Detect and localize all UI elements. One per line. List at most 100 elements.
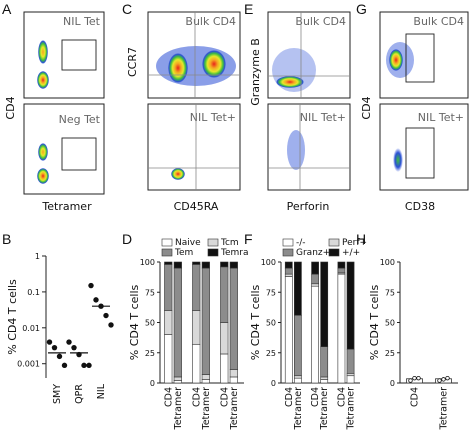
chart-f-legend-swatch <box>328 248 340 257</box>
panel-letter-f: F <box>244 231 253 247</box>
panel-letter-d: D <box>122 231 132 247</box>
flow-a-bottom-title: Neg Tet <box>59 113 101 126</box>
chart-d-bar-segment <box>220 322 229 355</box>
chart-b-point <box>108 322 114 328</box>
chart-d-bar-segment <box>173 267 182 378</box>
flow-a-top-blob-upper <box>38 40 48 64</box>
flow-a-top-gate <box>61 39 97 71</box>
chart-d-category-label: Tetramer <box>229 387 240 431</box>
panel-letter-h: H <box>356 231 366 247</box>
flow-a-ylabel: CD4 <box>4 96 17 119</box>
chart-d-bar-segment <box>164 310 173 335</box>
chart-d-bar-segment <box>201 267 210 375</box>
chart-b-category-label: NIL <box>96 383 107 399</box>
chart-b-y-tick-label: 0.01 <box>22 324 40 333</box>
chart-d-bar-segment <box>192 261 201 265</box>
flow-g-top-gate <box>405 33 435 83</box>
chart-f-bar-segment <box>320 379 329 384</box>
chart-f-category-label: CD4 <box>336 387 347 407</box>
chart-d-bar-segment <box>229 376 238 384</box>
chart-b-point <box>81 362 87 369</box>
flow-g-ylabel: CD4 <box>360 96 373 119</box>
chart-b-point <box>71 344 77 351</box>
flow-g-bottom-frame <box>379 103 469 191</box>
flow-e-bottom-frame <box>267 103 351 191</box>
chart-f-bar-segment <box>294 261 302 316</box>
chart-b-point <box>86 362 92 369</box>
chart-f-legend-swatch <box>282 248 294 257</box>
chart-f-legend-label: Perf+ <box>342 238 367 248</box>
flow-e-top-frame <box>267 11 351 99</box>
flow-c-top-blob-right <box>202 50 226 78</box>
flow-g-bottom-gate <box>405 127 435 179</box>
chart-f-bar-segment <box>337 267 346 274</box>
chart-b-point <box>61 362 68 369</box>
chart-b-y-tick-label: 1 <box>35 252 40 261</box>
chart-f-category-label: Tetramer <box>319 387 330 431</box>
chart-h-category-label: CD4 <box>410 387 421 407</box>
chart-d-bar-segment <box>201 374 210 380</box>
chart-d-legend-label: Temra <box>220 248 249 258</box>
panel-letter-b: B <box>2 231 11 247</box>
chart-f-y-tick-label: 0 <box>271 379 276 388</box>
flow-a-top-blob-lower <box>37 71 49 89</box>
flow-g-top-title: Bulk CD4 <box>413 15 464 28</box>
chart-f-y-tick-label: 25 <box>266 349 276 358</box>
chart-b-ylabel: % CD4 T cells <box>6 279 19 355</box>
chart-f-bar-segment <box>294 377 302 384</box>
chart-f-y-tick-label: 50 <box>266 319 276 328</box>
chart-d-ylabel: % CD4 T cells <box>128 285 141 361</box>
chart-h-ylabel: % CD4 T cells <box>368 285 381 361</box>
flow-g-bottom-title: NIL Tet+ <box>418 111 464 124</box>
flow-c-bottom-frame <box>147 103 241 191</box>
chart-d-bar-segment <box>164 334 173 384</box>
flow-panel-g: CD4 CD38 Bulk CD4 NIL Tet+ <box>360 11 469 213</box>
chart-h-point <box>408 378 413 383</box>
chart-d-bar-segment <box>173 376 182 381</box>
chart-d-legend-swatch <box>207 248 219 257</box>
chart-f-bar-segment <box>311 261 319 275</box>
chart-f-bar-segment <box>320 261 329 347</box>
chart-f-bar-segment <box>320 376 329 380</box>
chart-d-bar-segment <box>229 267 238 370</box>
flow-g-xlabel: CD38 <box>405 200 435 213</box>
chart-d-bar-segment <box>173 261 182 269</box>
chart-d-bar-segment <box>220 261 229 268</box>
chart-f-bar-segment <box>284 273 293 277</box>
chart-b-point <box>46 339 53 345</box>
chart-h-y-tick-label: 75 <box>385 288 395 297</box>
chart-f-category-label: Tetramer <box>346 387 357 431</box>
flow-c-ylabel: CCR7 <box>126 47 139 77</box>
flow-c-xlabel: CD45RA <box>174 200 219 213</box>
flow-c-top-title: Bulk CD4 <box>185 15 236 28</box>
chart-b-y-tick-label: 0.001 <box>17 360 40 369</box>
flow-c-bottom-title: NIL Tet+ <box>190 111 236 124</box>
panel-letter-a: A <box>2 1 12 17</box>
chart-d-bar-segment <box>201 261 210 269</box>
chart-f-y-tick-label: 75 <box>266 288 276 297</box>
chart-f-bar-segment <box>294 375 302 379</box>
chart-f-category-label: CD4 <box>310 387 321 407</box>
chart-d-legend-label: Tem <box>174 248 193 258</box>
chart-h-point <box>412 375 417 381</box>
chart-b-y-tick-label: 0.1 <box>27 288 40 297</box>
chart-h-y-tick-label: 25 <box>385 349 395 358</box>
chart-h-point <box>416 375 421 381</box>
chart-d-category-label: Tetramer <box>173 387 184 431</box>
chart-h-category-label: Tetramer <box>439 387 450 431</box>
chart-d-y-tick-label: 25 <box>145 349 155 358</box>
chart-f-legend-swatch <box>282 238 294 247</box>
flow-g-top-frame <box>379 11 469 99</box>
chart-d-bar-segment <box>220 353 229 384</box>
flow-panel-a: CD4 Tetramer NIL Tet Neg Tet <box>4 11 105 213</box>
chart-b-point <box>51 344 58 351</box>
chart-d-category-label: CD4 <box>219 387 230 407</box>
chart-d-legend-swatch <box>207 238 219 247</box>
chart-f-bar-segment <box>284 267 293 275</box>
chart-h-y-tick-label: 100 <box>380 258 395 267</box>
flow-a-bottom-frame <box>23 103 105 195</box>
flow-c-bottom-blob <box>171 168 185 180</box>
flow-e-ylabel: Granzyme B <box>249 38 262 106</box>
chart-h: 0 25 50 75 100 % CD4 T cells CD4 Tetramer <box>368 258 458 431</box>
chart-d-bar-segment <box>192 310 201 345</box>
